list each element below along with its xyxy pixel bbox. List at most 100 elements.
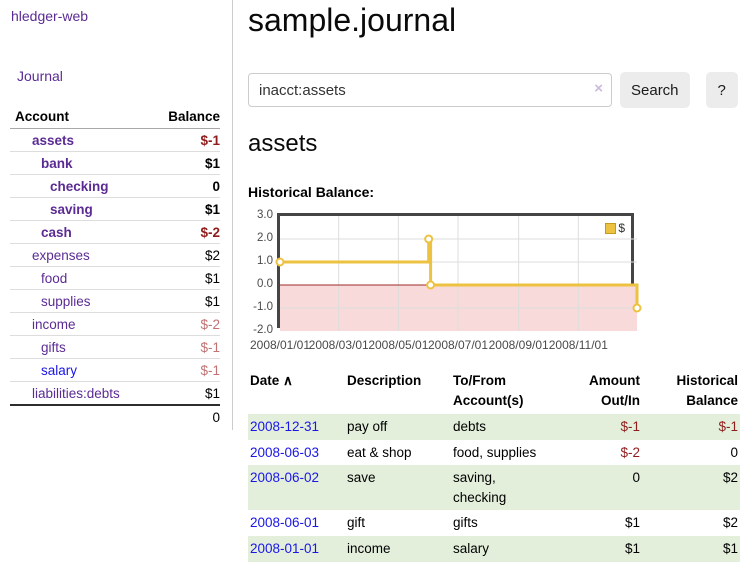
chart-plot-area: $ xyxy=(275,213,642,331)
account-row: assets $-1 xyxy=(10,129,220,152)
account-row: liabilities:debts $1 xyxy=(10,381,220,405)
chart-canvas xyxy=(275,216,642,331)
transaction-date-link[interactable]: 2008-06-03 xyxy=(250,444,320,460)
transaction-date-link[interactable]: 2008-01-01 xyxy=(250,540,320,556)
legend-label: $ xyxy=(618,221,625,235)
account-link-expenses[interactable]: expenses xyxy=(32,248,90,263)
page: hledger-web Journal Account Balance asse… xyxy=(0,0,742,562)
chart-legend: $ xyxy=(603,220,627,236)
account-balance: $-1 xyxy=(200,133,220,148)
column-header-balance: Historical Balance xyxy=(676,373,738,408)
y-tick-label: 0.0 xyxy=(257,278,273,290)
account-balance: $-1 xyxy=(152,358,220,382)
chart-title: Historical Balance: xyxy=(248,184,375,200)
transaction-date-link[interactable]: 2008-06-01 xyxy=(250,515,320,531)
legend-swatch-icon xyxy=(605,222,617,234)
transaction-description: gift xyxy=(347,515,366,531)
account-balance: $1 xyxy=(152,197,220,221)
clear-search-icon[interactable]: × xyxy=(594,80,603,97)
nav-journal-link[interactable]: Journal xyxy=(17,68,63,84)
chart-x-axis-labels: 2008/01/01 2008/03/01 2008/05/01 2008/07/01… xyxy=(250,338,637,352)
transaction-amount: $1 xyxy=(624,515,640,531)
y-tick-label: -2.0 xyxy=(253,324,273,336)
x-tick-label: 2008/09/01 xyxy=(488,338,549,352)
register-row: 2008-06-02 save saving, checking 0 $2 xyxy=(248,465,740,511)
account-link-liabilities-debts[interactable]: liabilities:debts xyxy=(32,386,120,401)
x-tick-label: 2008/03/01 xyxy=(308,338,369,352)
transaction-accounts: debts xyxy=(453,419,487,435)
search-input[interactable] xyxy=(248,73,612,107)
transaction-amount: $1 xyxy=(624,540,640,556)
account-balance: $-2 xyxy=(152,220,220,244)
chart-y-axis-labels: 3.0 2.0 1.0 0.0 -1.0 -2.0 xyxy=(248,209,273,336)
account-balance: $2 xyxy=(152,243,220,267)
account-balance: $-2 xyxy=(152,312,220,336)
account-link-food[interactable]: food xyxy=(41,271,68,286)
accounts-header-row: Account Balance xyxy=(10,106,220,129)
account-balance: $-1 xyxy=(152,335,220,359)
account-balance: $1 xyxy=(152,289,220,313)
transaction-date-link[interactable]: 2008-06-02 xyxy=(250,470,320,486)
transaction-balance: $-1 xyxy=(718,419,738,435)
account-link-assets[interactable]: assets xyxy=(32,133,75,148)
account-row: gifts $-1 xyxy=(10,335,220,359)
account-row: food $1 xyxy=(10,266,220,290)
transaction-description: eat & shop xyxy=(347,444,412,460)
register-row: 2008-06-01 gift gifts $1 $2 xyxy=(248,510,740,536)
transaction-accounts: gifts xyxy=(453,515,478,531)
y-tick-label: 1.0 xyxy=(257,255,273,267)
account-balance: $1 xyxy=(152,381,220,405)
x-tick-label: 2008/05/01 xyxy=(368,338,429,352)
transaction-amount: $-1 xyxy=(620,419,640,435)
account-balance: 0 xyxy=(152,174,220,198)
help-button[interactable]: ? xyxy=(705,72,738,108)
account-link-income[interactable]: income xyxy=(32,317,76,332)
account-row: income $-2 xyxy=(10,312,220,336)
account-link-bank[interactable]: bank xyxy=(41,156,73,171)
sidebar: hledger-web Journal Account Balance asse… xyxy=(0,0,233,430)
account-balance: $1 xyxy=(152,266,220,290)
transaction-amount: $-2 xyxy=(620,444,640,460)
transaction-balance: 0 xyxy=(730,444,738,460)
y-tick-label: -1.0 xyxy=(253,301,273,313)
account-row: salary $-1 xyxy=(10,358,220,382)
account-link-saving[interactable]: saving xyxy=(50,202,93,217)
search-input-wrap: × xyxy=(248,73,612,107)
accounts-total-value: 0 xyxy=(152,404,220,428)
account-link-gifts[interactable]: gifts xyxy=(41,340,66,355)
account-row: saving $1 xyxy=(10,197,220,221)
account-link-salary[interactable]: salary xyxy=(41,363,78,378)
register-table: Date ∧ Description To/From Account(s) Am… xyxy=(248,369,740,562)
transaction-amount: 0 xyxy=(632,470,640,486)
transaction-balance: $1 xyxy=(722,540,738,556)
account-heading: assets xyxy=(248,130,318,157)
accounts-header-balance: Balance xyxy=(152,106,220,129)
register-row: 2008-06-03 eat & shop food, supplies $-2… xyxy=(248,440,740,466)
x-tick-label: 2008/07/01 xyxy=(427,338,489,352)
account-link-supplies[interactable]: supplies xyxy=(41,294,91,309)
account-link-checking[interactable]: checking xyxy=(50,179,109,194)
accounts-total-row: 0 xyxy=(10,404,220,428)
account-row: supplies $1 xyxy=(10,289,220,313)
register-row: 2008-12-31 pay off debts $-1 $-1 xyxy=(248,414,740,440)
column-header-amount: Amount Out/In xyxy=(589,373,640,408)
search-button[interactable]: Search xyxy=(620,72,690,108)
account-row: expenses $2 xyxy=(10,243,220,267)
column-header-description: Description xyxy=(347,373,422,388)
main-content: sample.journal × Search ? assets Histori… xyxy=(233,0,742,562)
account-link-cash[interactable]: cash xyxy=(41,225,72,240)
transaction-date-link[interactable]: 2008-12-31 xyxy=(250,419,320,435)
column-header-date[interactable]: Date ∧ xyxy=(250,373,293,388)
transaction-description: income xyxy=(347,540,391,556)
account-row: cash $-2 xyxy=(10,220,220,244)
x-tick-label: 2008/11/01 xyxy=(548,338,608,352)
account-row: bank $1 xyxy=(10,151,220,175)
app-brand-link[interactable]: hledger-web xyxy=(11,8,89,24)
y-tick-label: 3.0 xyxy=(257,209,273,221)
transaction-accounts: salary xyxy=(453,540,490,556)
transaction-accounts: food, supplies xyxy=(453,444,537,460)
search-form: × Search ? xyxy=(248,72,742,108)
y-tick-label: 2.0 xyxy=(257,232,273,244)
transaction-balance: $2 xyxy=(722,470,738,486)
register-header-row: Date ∧ Description To/From Account(s) Am… xyxy=(248,369,740,414)
